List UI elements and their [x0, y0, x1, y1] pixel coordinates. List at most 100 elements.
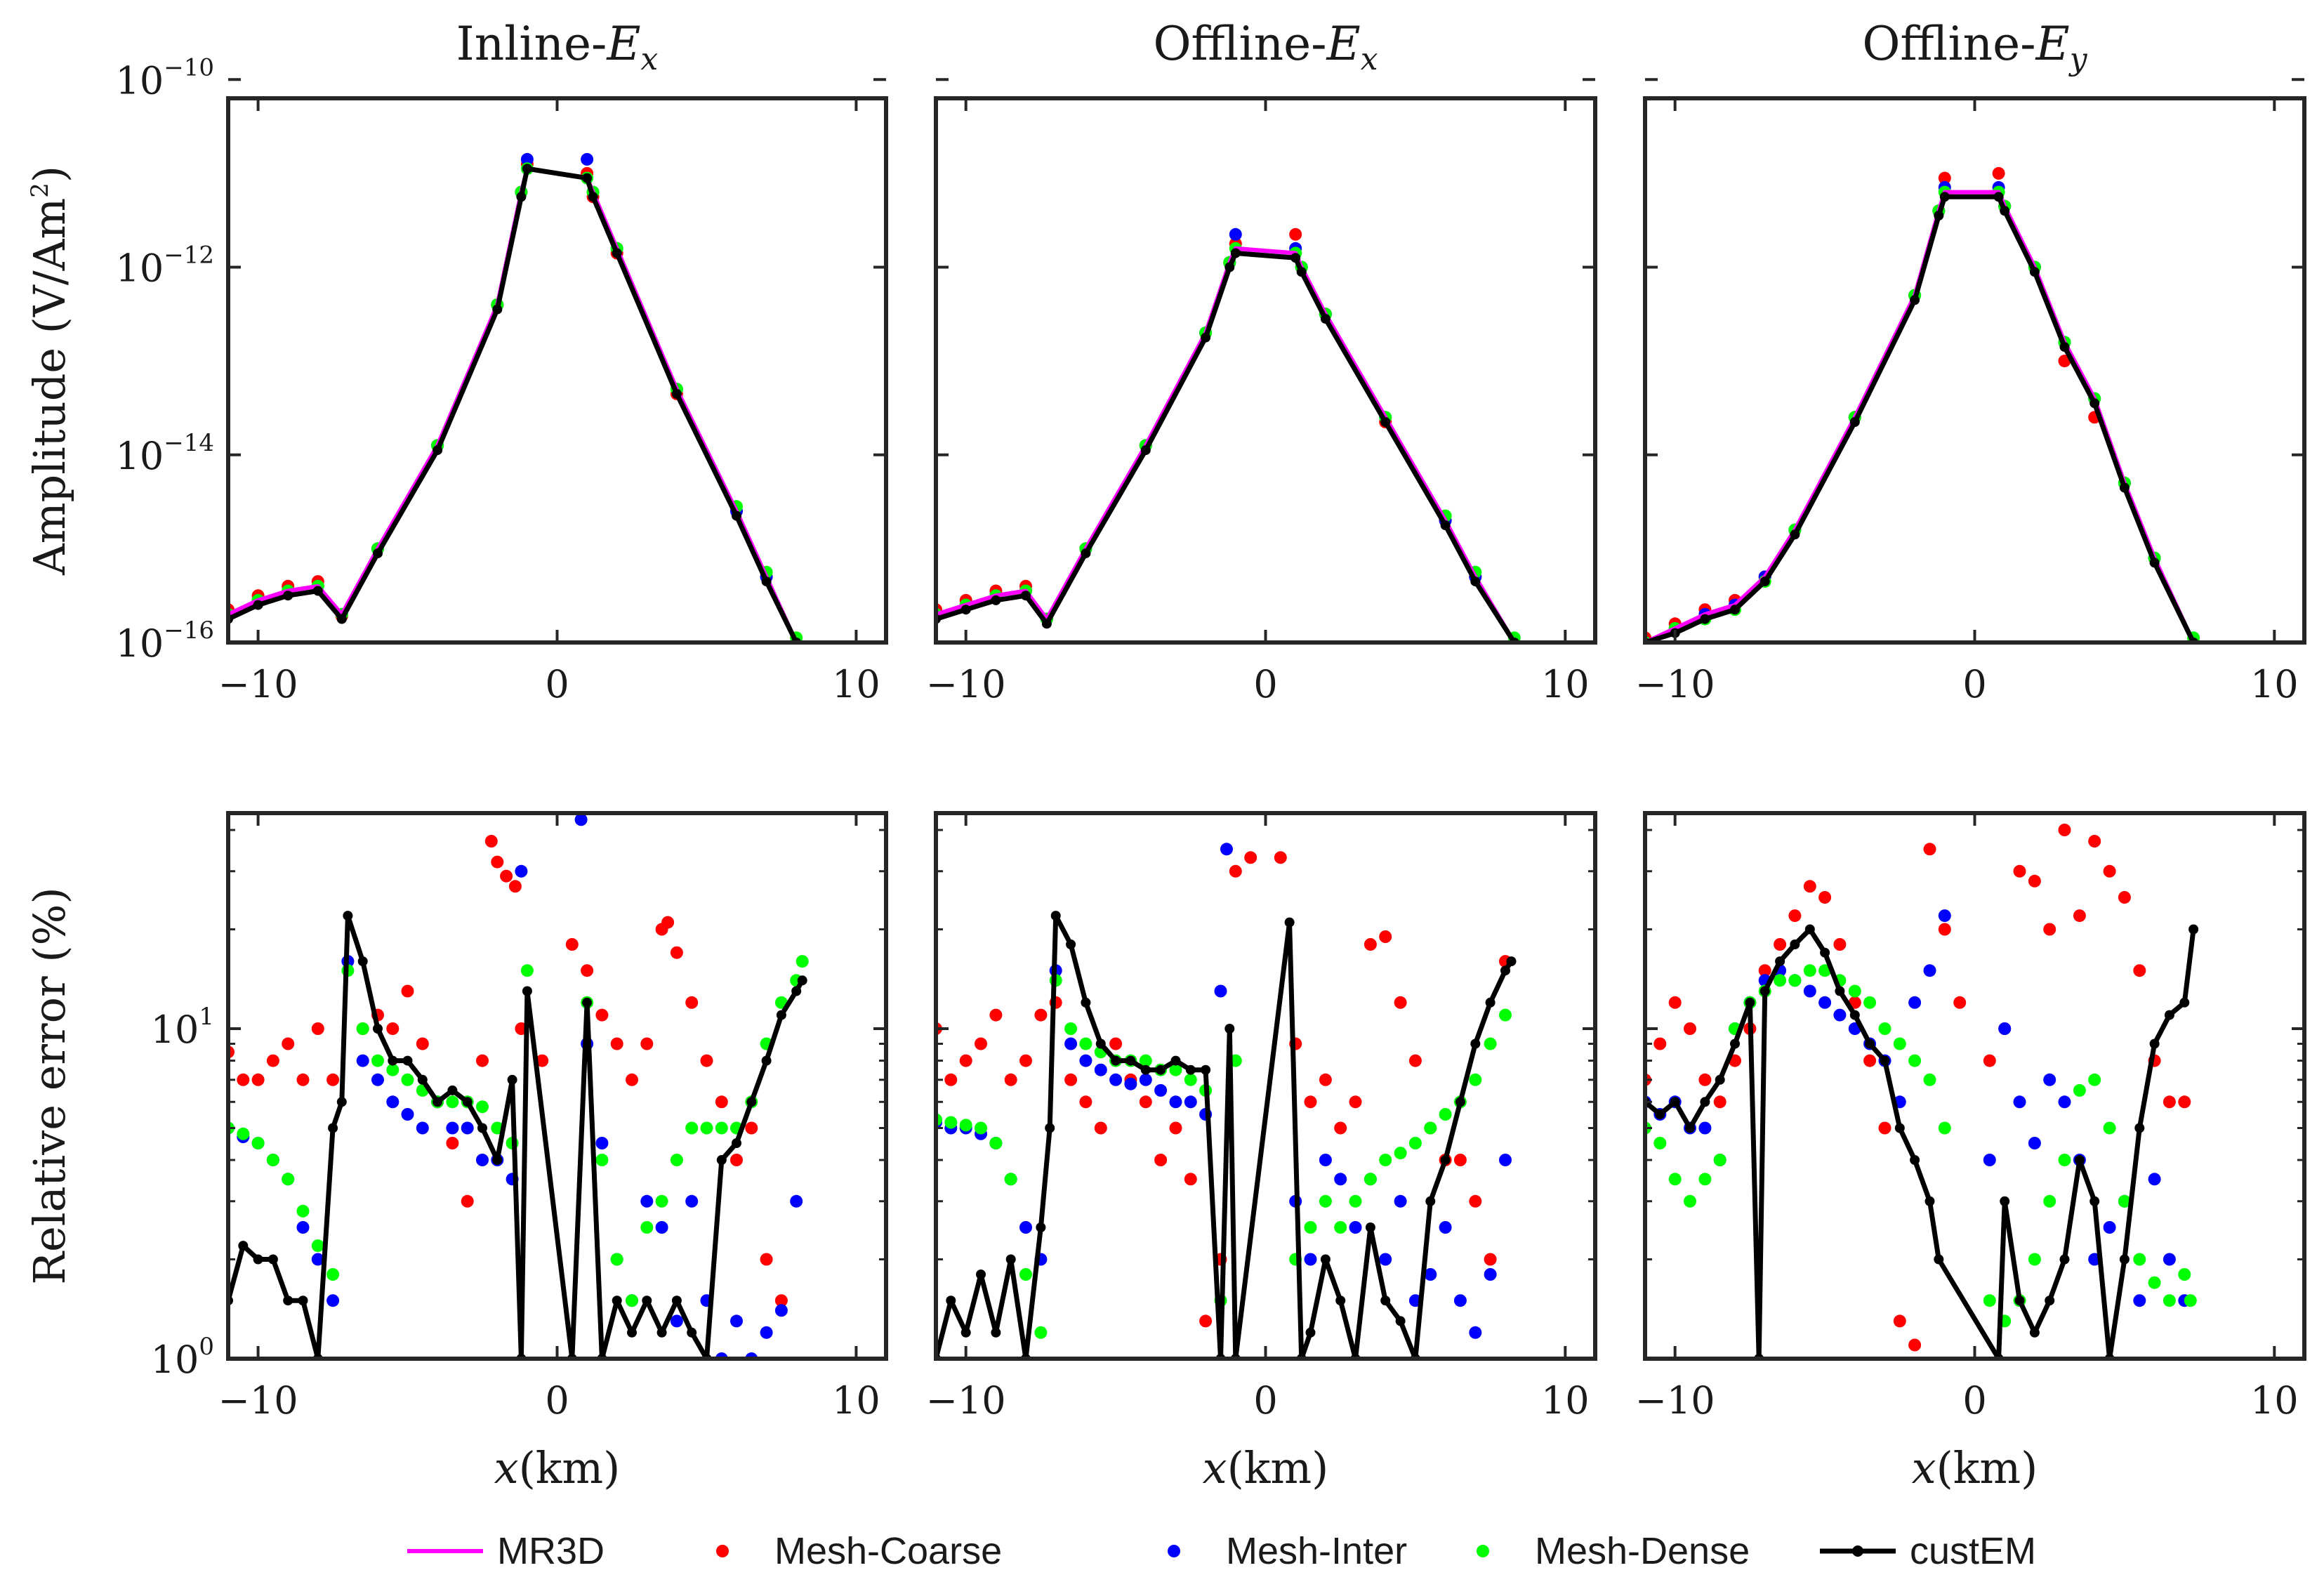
data-point [760, 1326, 773, 1339]
data-point [2089, 398, 2100, 409]
data-point [2188, 924, 2199, 935]
data-point [251, 1137, 265, 1149]
data-point [612, 1295, 622, 1306]
data-point [640, 1037, 654, 1050]
data-point [1380, 417, 1391, 427]
x-tick-label: 10 [832, 662, 880, 706]
data-point [1938, 909, 1951, 923]
data-point [266, 1154, 279, 1166]
legend-label: Mesh-Coarse [774, 1530, 1002, 1572]
data-point [1500, 965, 1510, 976]
data-point [536, 1054, 549, 1067]
data-point [253, 1254, 263, 1265]
plot-area [228, 813, 809, 1359]
data-point [959, 1119, 972, 1132]
data-point [1094, 1121, 1107, 1135]
data-point [1469, 1194, 1482, 1208]
x-tick-label: 0 [1253, 662, 1277, 706]
legend-label: Mesh-Dense [1535, 1530, 1750, 1572]
data-point [1499, 1154, 1512, 1166]
data-point [2089, 1196, 2100, 1206]
data-point [433, 445, 443, 456]
data-point [1185, 1064, 1196, 1075]
data-point [298, 1295, 308, 1306]
series-mesh-coarse [936, 228, 1521, 642]
data-point [1803, 964, 1816, 977]
data-point [1379, 1154, 1392, 1166]
data-point [661, 916, 675, 929]
data-point [1934, 1254, 1944, 1265]
data-point [2149, 558, 2160, 568]
data-point [1908, 1338, 1922, 1352]
legend-label: MR3D [497, 1530, 605, 1572]
data-point [1349, 1095, 1362, 1109]
data-point [1910, 1155, 1920, 1165]
data-point [1081, 548, 1091, 559]
series-mesh-coarse [1645, 166, 2200, 642]
data-point [446, 1095, 459, 1109]
data-point [1730, 605, 1740, 615]
data-point [989, 1137, 1003, 1149]
data-point [1668, 1173, 1682, 1186]
data-point [2133, 964, 2146, 977]
data-point [1469, 1073, 1482, 1086]
data-point [516, 192, 527, 202]
data-point [356, 1054, 369, 1067]
data-point [1349, 1194, 1362, 1208]
series-mesh-dense [936, 242, 1521, 642]
data-point [461, 1194, 474, 1208]
data-point [687, 1327, 697, 1338]
data-point [960, 605, 971, 615]
data-point [237, 1127, 250, 1140]
data-point [1983, 1154, 1996, 1166]
data-point [1774, 938, 1787, 951]
data-point [1835, 986, 1845, 996]
data-point [1079, 1054, 1092, 1067]
data-point [991, 1327, 1001, 1338]
data-point [1923, 1073, 1936, 1086]
plot-area [1645, 824, 2199, 1359]
data-point [401, 1073, 414, 1086]
data-point [2163, 1253, 2176, 1266]
data-point [700, 1054, 713, 1067]
data-point [1394, 1194, 1407, 1208]
data-point [371, 1073, 384, 1086]
data-point [2148, 1173, 2161, 1186]
data-point [1865, 1039, 1875, 1049]
data-point [1201, 332, 1211, 343]
series-mesh-coarse [228, 835, 788, 1307]
data-point [1934, 211, 1944, 220]
x-tick-label: −10 [926, 662, 1006, 706]
axes-frame [1643, 96, 2306, 645]
data-point [588, 192, 598, 202]
data-point [2058, 824, 2071, 836]
data-point [1320, 314, 1331, 324]
data-point [1439, 1108, 1452, 1121]
data-point [2029, 1327, 2040, 1338]
data-point [2013, 864, 2026, 878]
data-point [2043, 923, 2056, 936]
data-point [1938, 923, 1951, 936]
series-custem [228, 911, 807, 1359]
panel-bottom-right: −10 0 10 x(km) [1635, 811, 2306, 1494]
data-point [326, 1268, 340, 1281]
data-point [1184, 1173, 1197, 1186]
data-point [1685, 1123, 1695, 1133]
data-point [1139, 1054, 1152, 1067]
data-point [492, 304, 503, 315]
data-point [1365, 1222, 1375, 1232]
y-tick-label: 10−16 [116, 617, 214, 666]
legend-swatch [1168, 1545, 1180, 1557]
ticks: −10 0 10 [1635, 813, 2304, 1423]
data-point [1394, 1147, 1407, 1160]
data-point [237, 1073, 250, 1086]
data-point [283, 591, 293, 601]
data-point [1684, 1022, 1696, 1035]
data-point [492, 1155, 503, 1165]
data-point [1296, 267, 1307, 277]
data-point [795, 955, 809, 968]
data-point [1274, 851, 1287, 864]
data-point [1849, 417, 1860, 427]
data-point [1154, 1154, 1168, 1166]
data-point [1484, 1037, 1497, 1050]
